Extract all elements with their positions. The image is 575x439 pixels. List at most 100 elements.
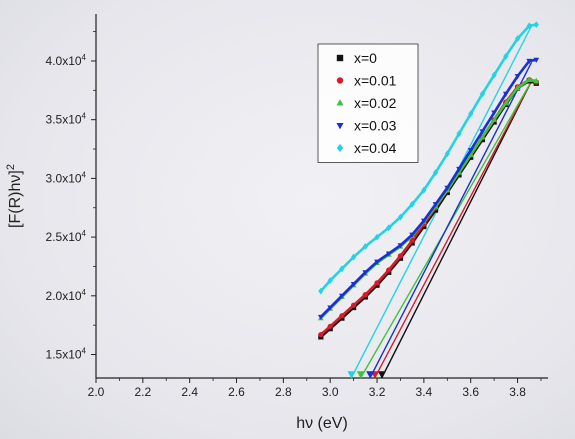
legend-marker [336,143,344,153]
series-x=0.04 [318,21,539,295]
y-tick-label: 3.5x104 [46,112,87,127]
legend-label: x=0.02 [354,95,397,111]
data-point [468,110,474,118]
data-point [386,267,392,273]
x-axis-title: hν (eV) [296,415,348,432]
data-point [327,277,333,284]
data-point [421,218,427,224]
data-point [386,224,392,232]
data-point [362,243,368,250]
intercept-marker [366,371,374,379]
x-tick-label: 2.4 [181,385,198,399]
data-point [397,213,404,221]
axes-group: 2.0 2.2 2.4 2.6 2.8 3.0 3.2 3.4 3.6 3.8 1.5x104 2.0… [46,14,548,399]
data-point [526,76,533,82]
data-point [479,129,486,135]
data-point [397,253,404,259]
data-point [318,287,324,295]
data-point [491,110,497,116]
data-point [409,232,416,238]
legend-box [317,43,419,163]
legend-label: x=0.03 [354,118,397,134]
data-point [479,90,486,98]
legend-marker [336,54,344,62]
data-point [351,302,357,308]
data-point [432,202,439,208]
data-point [444,185,451,191]
legend-marker [336,77,344,84]
legend-marker [336,122,344,130]
data-point [533,21,539,28]
data-point [503,52,509,60]
x-tick-label: 3.6 [462,385,479,399]
series-line [319,23,537,292]
data-point [327,323,333,329]
data-point [362,270,369,276]
y-tick-label: 4.0x104 [46,53,87,68]
fit-line [381,80,533,379]
data-point [456,130,462,138]
data-point [444,150,450,158]
data-point [318,331,324,338]
data-point [350,281,357,288]
x-tick-label: 2.0 [88,385,105,399]
data-point [385,251,392,257]
y-tick-label: 1.5x104 [46,347,87,362]
legend-marker [336,99,344,106]
data-point [502,91,509,97]
data-point [339,265,345,273]
fit-line [369,61,533,379]
x-tick-label: 3.8 [509,385,526,399]
data-point [409,200,415,208]
x-tick-label: 2.2 [134,385,151,399]
legend-label: x=0 [354,50,377,66]
data-point [533,57,540,63]
data-point [339,293,345,299]
x-tick-label: 3.0 [322,385,339,399]
data-point [374,259,380,265]
intercept-marker [356,371,365,379]
data-point [374,280,380,286]
legend-label: x=0.01 [354,73,397,89]
intercept-marker [377,371,386,379]
y-tick-label: 2.5x104 [46,229,87,244]
legend: x=0 x=0.01 x=0.02 x=0.03 x=0.04 [317,43,419,163]
data-point [339,313,345,319]
data-point [351,253,357,261]
x-tick-label: 2.8 [275,385,292,399]
legend-label: x=0.04 [354,140,397,156]
x-tick-label: 3.2 [369,385,386,399]
fit-line [374,80,533,379]
data-point [374,233,380,241]
data-point [526,58,533,65]
data-point [502,100,509,106]
series-x=0.03 [317,57,540,321]
intercept-marker [347,371,356,379]
data-point [467,148,474,154]
data-point [514,35,521,43]
x-tick-label: 2.6 [228,385,245,399]
data-point [526,22,532,30]
data-point [514,84,521,91]
y-tick-label: 3.0x104 [46,170,87,185]
data-point [327,305,334,311]
data-point [533,77,540,84]
y-tick-label: 2.0x104 [46,288,87,303]
y-axis-title: [F(R)hν]2 [5,164,24,228]
series-group [317,21,540,340]
data-point [467,151,474,157]
data-point [362,292,368,298]
data-point [409,238,415,244]
data-point [514,74,521,80]
data-point [317,314,324,321]
data-point [479,134,486,140]
data-point [456,166,462,173]
data-point [491,116,497,122]
x-tick-label: 3.4 [416,385,433,399]
data-point [432,169,439,176]
data-point [397,243,404,249]
data-point [491,71,497,79]
fit-lines-group [347,25,533,379]
